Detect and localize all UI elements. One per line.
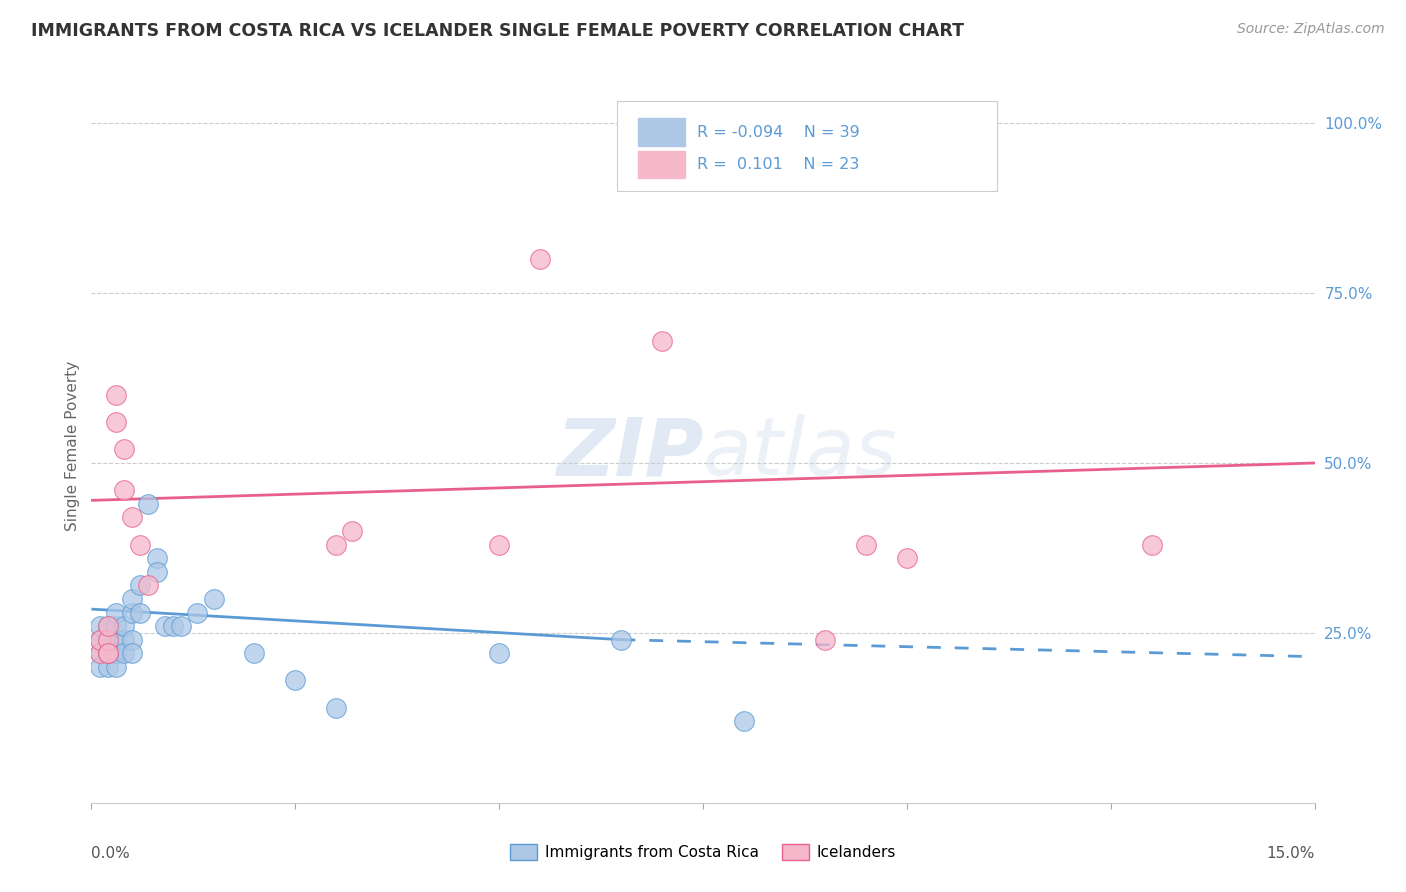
Point bbox=[104, 619, 127, 633]
Point bbox=[186, 606, 208, 620]
Point bbox=[342, 524, 364, 538]
Point bbox=[121, 632, 143, 647]
Point bbox=[121, 606, 143, 620]
Point bbox=[104, 606, 127, 620]
Point bbox=[488, 537, 510, 551]
Point bbox=[112, 483, 135, 498]
Point bbox=[325, 700, 347, 714]
Point bbox=[814, 632, 837, 647]
Point bbox=[610, 632, 633, 647]
Point bbox=[104, 415, 127, 429]
Point bbox=[112, 646, 135, 660]
Text: 15.0%: 15.0% bbox=[1267, 846, 1315, 861]
Point bbox=[97, 632, 120, 647]
Bar bbox=[638, 151, 685, 178]
Text: Source: ZipAtlas.com: Source: ZipAtlas.com bbox=[1237, 22, 1385, 37]
Point bbox=[121, 646, 143, 660]
Point bbox=[145, 565, 167, 579]
Point bbox=[97, 619, 120, 633]
Point bbox=[97, 632, 120, 647]
Point bbox=[97, 646, 120, 660]
Point bbox=[170, 619, 193, 633]
Bar bbox=[638, 119, 685, 145]
Point bbox=[243, 646, 266, 660]
Point bbox=[733, 714, 755, 729]
Point bbox=[153, 619, 176, 633]
Point bbox=[112, 619, 135, 633]
Point bbox=[104, 646, 127, 660]
Point bbox=[112, 442, 135, 457]
Text: ZIP: ZIP bbox=[555, 414, 703, 492]
Point bbox=[104, 388, 127, 402]
Text: 0.0%: 0.0% bbox=[91, 846, 131, 861]
Text: R = -0.094    N = 39: R = -0.094 N = 39 bbox=[697, 125, 859, 139]
Point bbox=[104, 646, 127, 660]
Legend: Immigrants from Costa Rica, Icelanders: Immigrants from Costa Rica, Icelanders bbox=[503, 838, 903, 866]
Point bbox=[896, 551, 918, 566]
Point bbox=[138, 578, 160, 592]
Point bbox=[129, 537, 152, 551]
Point bbox=[855, 537, 877, 551]
Point bbox=[129, 578, 152, 592]
Point bbox=[89, 660, 111, 674]
Point bbox=[104, 660, 127, 674]
Point bbox=[89, 619, 111, 633]
Point bbox=[145, 551, 167, 566]
Point bbox=[97, 619, 120, 633]
Point bbox=[129, 606, 152, 620]
Point bbox=[138, 497, 160, 511]
Point bbox=[202, 591, 225, 606]
Point bbox=[773, 144, 796, 158]
Point bbox=[121, 510, 143, 524]
Point bbox=[97, 632, 120, 647]
Y-axis label: Single Female Poverty: Single Female Poverty bbox=[65, 361, 80, 531]
Point bbox=[1140, 537, 1163, 551]
Point bbox=[121, 591, 143, 606]
Text: atlas: atlas bbox=[703, 414, 898, 492]
Point bbox=[89, 646, 111, 660]
Point bbox=[89, 632, 111, 647]
Point bbox=[112, 632, 135, 647]
Point bbox=[97, 660, 120, 674]
Point bbox=[529, 252, 551, 266]
Text: IMMIGRANTS FROM COSTA RICA VS ICELANDER SINGLE FEMALE POVERTY CORRELATION CHART: IMMIGRANTS FROM COSTA RICA VS ICELANDER … bbox=[31, 22, 965, 40]
Point bbox=[97, 646, 120, 660]
Point bbox=[97, 646, 120, 660]
Point bbox=[651, 334, 673, 348]
Point bbox=[97, 646, 120, 660]
Point bbox=[89, 632, 111, 647]
Point bbox=[488, 646, 510, 660]
Point bbox=[104, 632, 127, 647]
Point bbox=[284, 673, 307, 688]
FancyBboxPatch shape bbox=[617, 102, 997, 191]
Point bbox=[89, 646, 111, 660]
Point bbox=[162, 619, 184, 633]
Point bbox=[325, 537, 347, 551]
Text: R =  0.101    N = 23: R = 0.101 N = 23 bbox=[697, 157, 859, 171]
